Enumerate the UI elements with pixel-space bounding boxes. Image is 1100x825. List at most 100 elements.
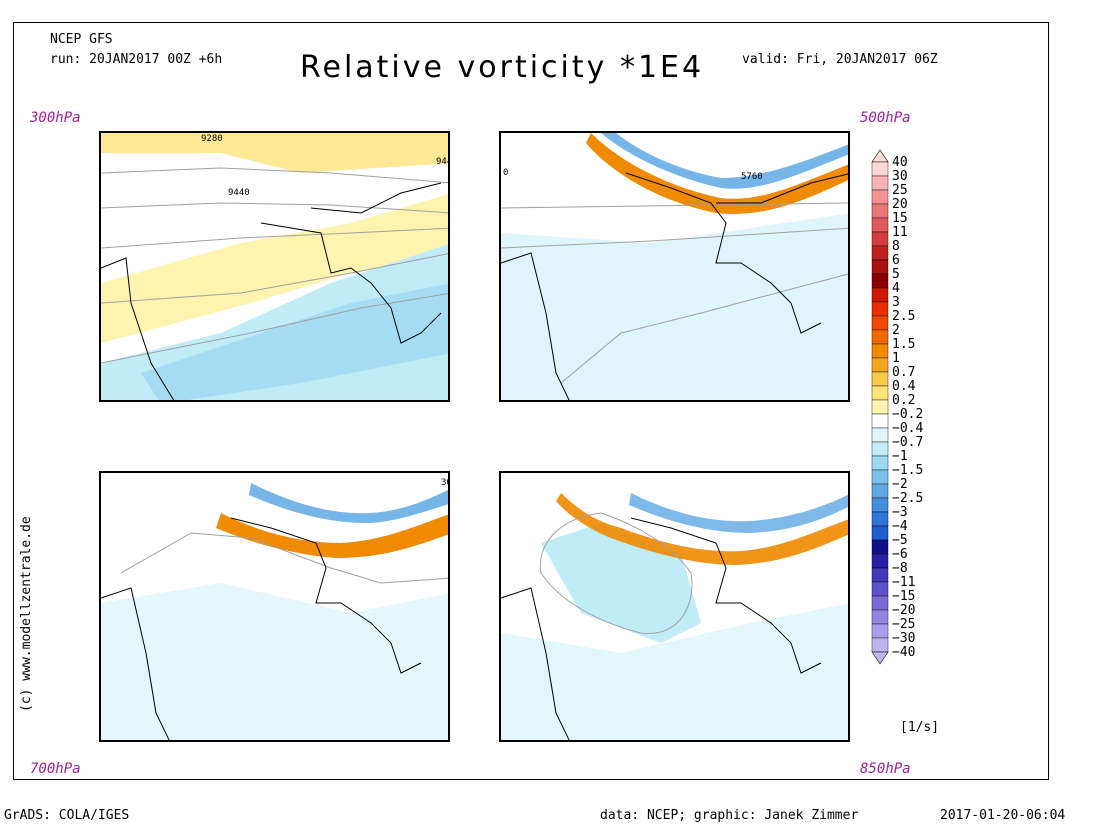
legend-swatch — [871, 399, 889, 415]
map-panel-500hpa: 5760 0 — [499, 131, 850, 402]
legend-level-label: −1 — [892, 449, 908, 464]
legend-level-label: 0.2 — [892, 393, 915, 408]
credit-text: (c) www.modellzentrale.de — [19, 516, 34, 712]
legend-swatch — [871, 245, 889, 261]
legend-swatch — [871, 623, 889, 639]
legend-level-label: 25 — [892, 183, 908, 198]
legend-level-label: 20 — [892, 197, 908, 212]
legend-level-label: 0.4 — [892, 379, 916, 394]
contour-label: 5760 — [741, 172, 763, 182]
legend-level-label: −4 — [892, 519, 908, 534]
legend-swatch — [871, 539, 889, 555]
legend-level-label: −25 — [892, 617, 915, 632]
legend-swatch — [871, 427, 889, 443]
legend-level-label: −0.4 — [892, 421, 923, 436]
legend-swatch — [871, 203, 889, 219]
legend-level-label: 3 — [892, 295, 900, 310]
legend-unit: [1/s] — [900, 720, 940, 735]
legend-level-label: 8 — [892, 239, 900, 254]
level-label-850: 850hPa — [860, 761, 911, 777]
legend-swatch — [871, 483, 889, 499]
legend-swatch — [871, 287, 889, 303]
legend-swatch — [871, 609, 889, 625]
valid-label: valid: Fri, 20JAN2017 06Z — [742, 52, 938, 67]
legend-swatch — [871, 217, 889, 233]
legend-swatch — [871, 161, 889, 177]
legend-level-label: −1.5 — [892, 463, 923, 478]
contour-label: 9280 — [201, 134, 223, 144]
legend-swatch — [871, 525, 889, 541]
legend-swatch — [871, 273, 889, 289]
contour-label: 30 — [441, 478, 450, 488]
legend-swatch — [871, 357, 889, 373]
legend-level-label: −40 — [892, 645, 915, 660]
legend-swatch — [871, 497, 889, 513]
legend-level-label: 40 — [892, 155, 908, 170]
legend-swatch — [871, 301, 889, 317]
model-label: NCEP GFS — [50, 32, 113, 47]
legend-swatch — [871, 595, 889, 611]
color-legend-svg: 403025201511865432.521.510.70.40.2−0.2−0… — [871, 149, 923, 665]
legend-level-label: −11 — [892, 575, 915, 590]
legend-swatch — [871, 413, 889, 429]
legend-level-label: −20 — [892, 603, 915, 618]
legend-level-label: −8 — [892, 561, 908, 576]
legend-swatch — [871, 385, 889, 401]
map-panel-700hpa: 30 — [99, 471, 450, 742]
contour-label: 9440 — [228, 188, 250, 198]
color-legend: 40 30 25 20 15 11 8 6 5 4 3 2.5 2 1.5 1 0.7 0.4 0.2 −0.2 −0… — [868, 149, 948, 690]
level-label-700: 700hPa — [30, 761, 81, 777]
legend-level-label: 6 — [892, 253, 900, 268]
legend-level-label: −30 — [892, 631, 915, 646]
legend-level-label: −3 — [892, 505, 908, 520]
legend-swatch — [871, 371, 889, 387]
plot-frame — [13, 22, 1049, 780]
legend-level-label: 30 — [892, 169, 908, 184]
page-title: Relative vorticity *1E4 — [300, 50, 705, 85]
legend-level-label: −6 — [892, 547, 908, 562]
legend-level-label: 15 — [892, 211, 908, 226]
legend-swatch — [871, 469, 889, 485]
legend-swatch — [871, 455, 889, 471]
footer-right: 2017-01-20-06:04 — [940, 808, 1066, 823]
vorticity-map-700hpa: 30 — [101, 473, 450, 740]
contour-label: 944 — [436, 157, 450, 167]
legend-level-label: −5 — [892, 533, 908, 548]
legend-level-label: 0.7 — [892, 365, 915, 380]
legend-swatch — [871, 553, 889, 569]
legend-level-label: 2.5 — [892, 309, 915, 324]
legend-arrow-top — [871, 149, 889, 163]
legend-level-label: −0.2 — [892, 407, 923, 422]
legend-swatch — [871, 189, 889, 205]
legend-level-label: 4 — [892, 281, 900, 296]
legend-level-label: −15 — [892, 589, 915, 604]
legend-swatch — [871, 581, 889, 597]
legend-swatch — [871, 329, 889, 345]
legend-level-label: −0.7 — [892, 435, 923, 450]
vorticity-map-850hpa — [501, 473, 848, 740]
legend-swatch — [871, 175, 889, 191]
legend-swatch — [871, 637, 889, 653]
legend-level-label: 1.5 — [892, 337, 915, 352]
vorticity-map-300hpa: 9280 9440 944 — [101, 133, 450, 400]
legend-arrow-bottom — [871, 651, 889, 665]
legend-level-label: 2 — [892, 323, 900, 338]
footer-center: data: NCEP; graphic: Janek Zimmer — [600, 808, 859, 823]
run-label: run: 20JAN2017 00Z +6h — [50, 52, 223, 67]
legend-swatch — [871, 259, 889, 275]
legend-swatch — [871, 315, 889, 331]
map-panel-300hpa: 9280 9440 944 — [99, 131, 450, 402]
legend-swatch — [871, 343, 889, 359]
map-panel-850hpa — [499, 471, 850, 742]
level-label-300: 300hPa — [30, 110, 81, 126]
contour-label: 0 — [503, 168, 508, 178]
footer-left: GrADS: COLA/IGES — [4, 808, 130, 823]
legend-level-label: 5 — [892, 267, 900, 282]
legend-swatch — [871, 231, 889, 247]
legend-swatch — [871, 441, 889, 457]
legend-swatch — [871, 511, 889, 527]
vorticity-map-500hpa: 5760 0 — [501, 133, 848, 400]
level-label-500: 500hPa — [860, 110, 911, 126]
legend-level-label: 11 — [892, 225, 908, 240]
legend-level-label: −2 — [892, 477, 908, 492]
